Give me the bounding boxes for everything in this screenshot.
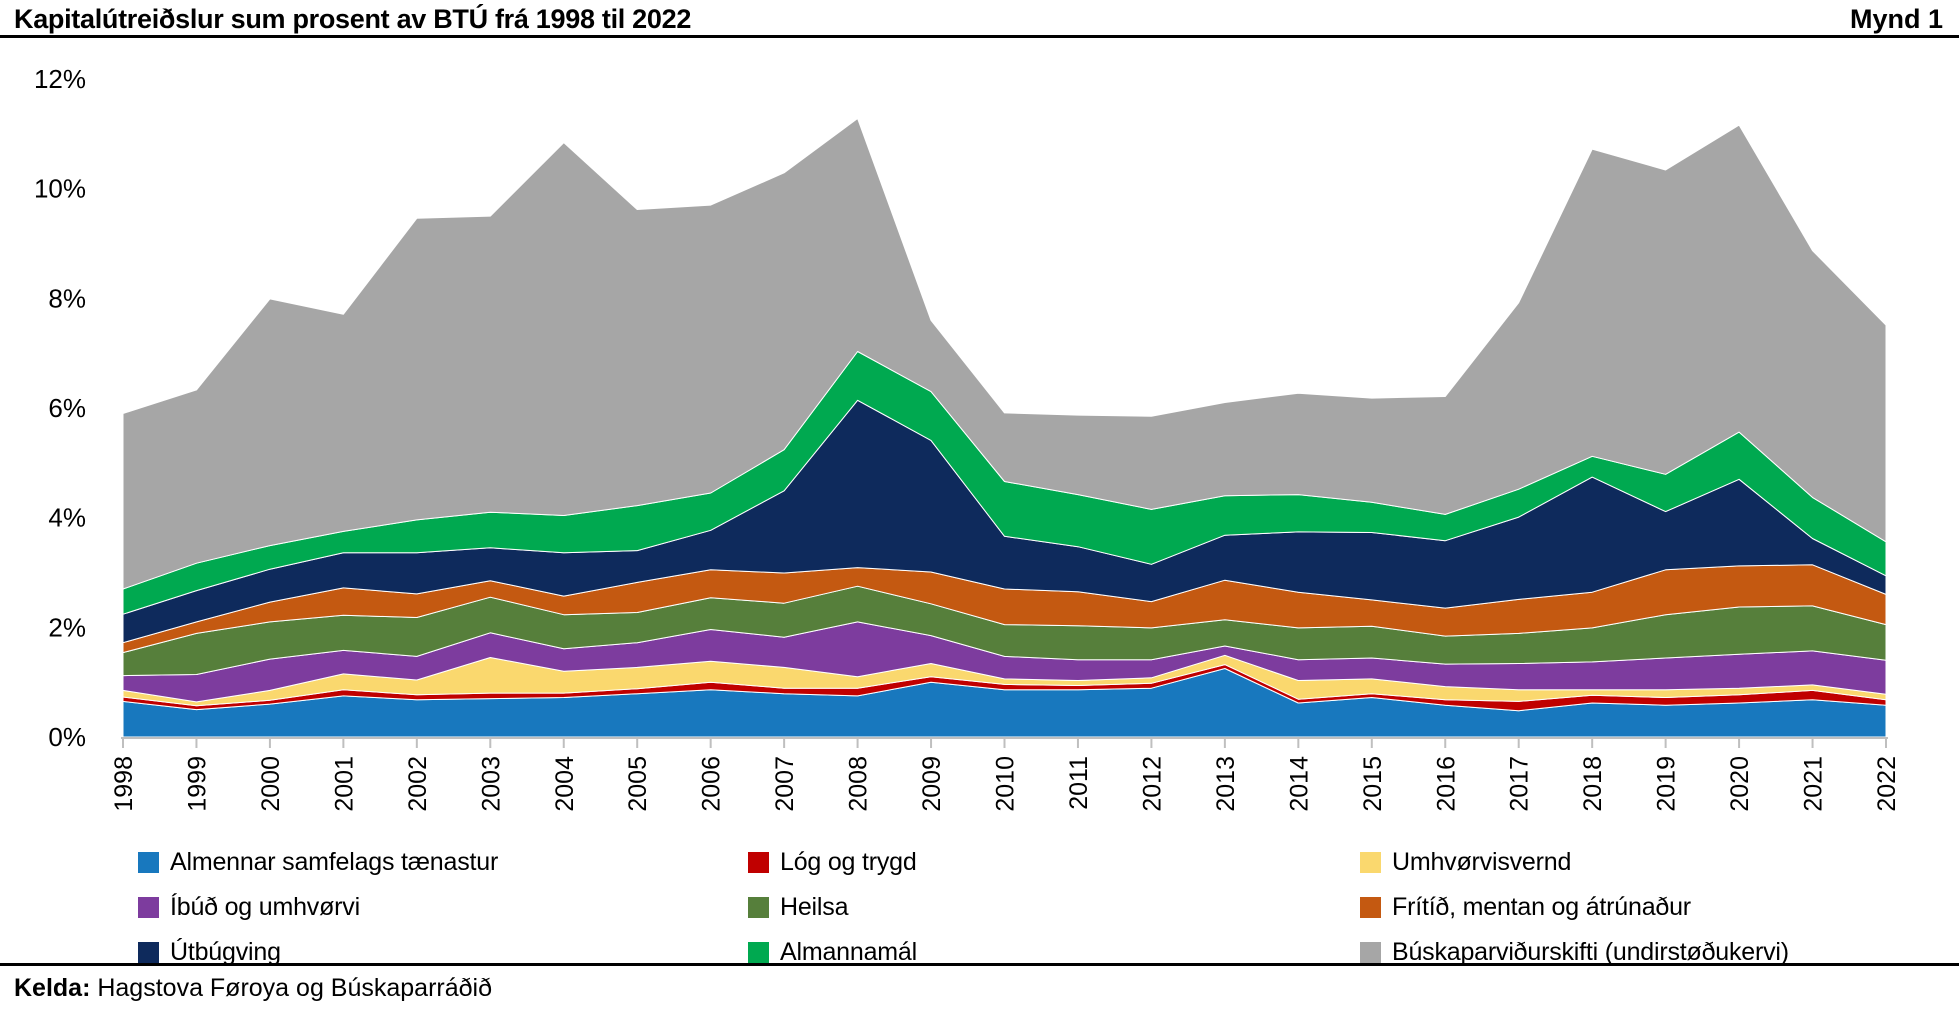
legend-item-ibud-og-umhvorvi: Íbúð og umhvørvi <box>138 885 748 930</box>
x-axis-label-2009: 2009 <box>918 756 946 812</box>
legend-swatch-buskaparvidurskifti <box>1360 942 1381 963</box>
x-axis-label-2010: 2010 <box>992 756 1020 812</box>
x-axis-label-2012: 2012 <box>1138 756 1166 812</box>
legend-swatch-utbugving <box>138 942 159 963</box>
x-axis-label-2018: 2018 <box>1579 756 1607 812</box>
legend-item-fritid-mentan-og-atrunadur: Frítíð, mentan og átrúnaður <box>1360 885 1959 930</box>
legend-swatch-heilsa <box>748 897 769 918</box>
x-axis-label-2011: 2011 <box>1065 756 1093 810</box>
y-axis-label-8: 8% <box>48 283 86 313</box>
y-axis-label-6: 6% <box>48 393 86 423</box>
source-text: Hagstova Føroya og Búskaparráðið <box>90 974 492 1002</box>
legend-item-almannamal: Almannamál <box>748 930 1360 975</box>
x-axis-label-2005: 2005 <box>624 756 652 812</box>
legend-label-almannamal: Almannamál <box>780 938 917 966</box>
x-axis-label-2008: 2008 <box>845 756 873 812</box>
source-line: Kelda: Hagstova Føroya og Búskaparráðið <box>0 963 1959 1003</box>
legend-swatch-umhvorvisvernd <box>1360 852 1381 873</box>
legend-label-utbugving: Útbúgving <box>170 938 281 966</box>
legend-item-utbugving: Útbúgving <box>138 930 748 975</box>
figure-label: Mynd 1 <box>1849 4 1943 34</box>
x-axis-label-2019: 2019 <box>1653 756 1681 812</box>
legend-item-heilsa: Heilsa <box>748 885 1360 930</box>
legend-label-heilsa: Heilsa <box>780 893 849 921</box>
header: Kapitalútreiðslur sum prosent av BTÚ frá… <box>0 0 1959 38</box>
x-axis-label-2015: 2015 <box>1359 756 1387 812</box>
source-label: Kelda: <box>14 974 91 1002</box>
legend-item-log-og-trygd: Lóg og trygd <box>748 840 1360 885</box>
chart-legend: Almennar samfelags tænastur Lóg og trygd U… <box>0 840 1959 975</box>
x-axis-label-2007: 2007 <box>771 756 799 812</box>
legend-swatch-almennar-samfelags-taenastur <box>138 852 159 873</box>
y-axis-label-2: 2% <box>48 612 86 642</box>
legend-label-umhvorvisvernd: Umhvørvisvernd <box>1392 848 1572 876</box>
stacked-area-chart-svg: 0% 2% 4% 6% 8% 10% 12% 1998 1999 2000 2001 2002 2003… <box>34 64 1901 812</box>
legend-label-fritid-mentan-og-atrunadur: Frítíð, mentan og átrúnaður <box>1392 893 1691 921</box>
x-axis-label-2002: 2002 <box>404 756 432 812</box>
legend-item-umhvorvisvernd: Umhvørvisvernd <box>1360 840 1959 885</box>
x-axis-label-1998: 1998 <box>110 756 138 812</box>
legend-swatch-log-og-trygd <box>748 852 769 873</box>
x-axis-label-2000: 2000 <box>257 756 285 812</box>
x-axis-label-2013: 2013 <box>1212 756 1240 812</box>
x-axis-label-2003: 2003 <box>477 756 505 812</box>
legend-label-buskaparvidurskifti: Búskaparviðurskifti (undirstøðukervi) <box>1392 938 1789 966</box>
legend-swatch-ibud-og-umhvorvi <box>138 897 159 918</box>
x-axis-label-2014: 2014 <box>1285 756 1313 812</box>
x-axis-label-2022: 2022 <box>1873 756 1901 812</box>
page-title: Kapitalútreiðslur sum prosent av BTÚ frá… <box>14 4 692 34</box>
area-buskaparvidurskifti <box>122 118 1887 590</box>
chart: 0% 2% 4% 6% 8% 10% 12% 1998 1999 2000 2001 2002 2003… <box>0 40 1959 840</box>
legend-swatch-fritid-mentan-og-atrunadur <box>1360 897 1381 918</box>
legend-label-log-og-trygd: Lóg og trygd <box>780 848 917 876</box>
x-axis-label-2004: 2004 <box>551 756 579 812</box>
x-axis-label-2006: 2006 <box>698 756 726 812</box>
legend-label-almennar-samfelags-taenastur: Almennar samfelags tænastur <box>170 848 499 876</box>
x-axis-label-2001: 2001 <box>330 756 358 812</box>
x-axis-label-1999: 1999 <box>183 756 211 812</box>
legend-item-almennar-samfelags-taenastur: Almennar samfelags tænastur <box>138 840 748 885</box>
y-axis-label-0: 0% <box>48 722 86 752</box>
x-axis-label-2016: 2016 <box>1432 756 1460 812</box>
y-axis-label-10: 10% <box>34 174 86 204</box>
y-axis-label-12: 12% <box>34 64 86 94</box>
x-axis-label-2021: 2021 <box>1800 756 1828 812</box>
legend-item-buskaparvidurskifti: Búskaparviðurskifti (undirstøðukervi) <box>1360 930 1959 975</box>
legend-label-ibud-og-umhvorvi: Íbúð og umhvørvi <box>170 893 360 921</box>
x-axis-label-2020: 2020 <box>1726 756 1754 812</box>
y-axis-label-4: 4% <box>48 503 86 533</box>
x-axis-label-2017: 2017 <box>1506 756 1534 812</box>
legend-swatch-almannamal <box>748 942 769 963</box>
